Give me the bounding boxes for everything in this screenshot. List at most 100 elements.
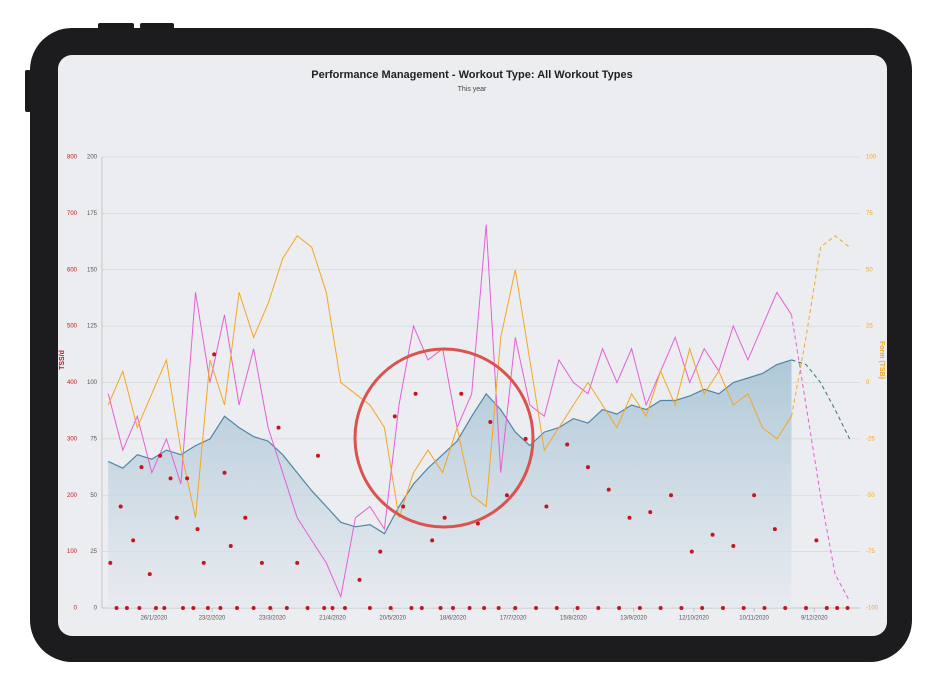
chart-title: Performance Management - Workout Type: A… [311, 69, 633, 81]
series-line [107, 235, 792, 518]
tss-dot [413, 391, 418, 396]
tss-dot [378, 549, 383, 554]
y2-tick-label: 100 [866, 155, 877, 161]
tss-dot [648, 510, 653, 515]
tss-dot [689, 549, 694, 554]
y-tick-label: 0 [94, 606, 98, 612]
tss-dot [513, 606, 518, 610]
y3-tick-label: 200 [67, 493, 78, 499]
tss-dot [534, 606, 539, 610]
y3-tick-label: 600 [67, 267, 78, 273]
tss-dot [322, 606, 327, 610]
x-tick-label: 17/7/2020 [500, 616, 527, 622]
y2-axis-title: Form (TSB) [878, 341, 885, 379]
series-line [107, 224, 792, 599]
tss-dot [658, 606, 663, 610]
tss-dot [565, 442, 570, 447]
tss-dot [814, 538, 819, 543]
tss-dot [475, 521, 480, 526]
tss-dot [162, 606, 167, 610]
tss-dot [222, 470, 227, 475]
tss-dot [388, 606, 393, 610]
tss-dot [251, 606, 256, 610]
tss-dot [523, 436, 528, 441]
y3-tick-label: 800 [67, 155, 78, 161]
y2-tick-label: -50 [866, 493, 875, 499]
tss-dot [185, 476, 190, 481]
x-tick-label: 20/5/2020 [379, 616, 406, 622]
tss-dot [845, 606, 850, 610]
x-tick-label: 18/6/2020 [440, 616, 467, 622]
x-tick-label: 23/2/2020 [199, 616, 226, 622]
tss-dot [212, 352, 217, 357]
tss-dot [124, 606, 129, 610]
tss-dot [804, 606, 809, 610]
projection-line [791, 235, 850, 417]
y-tick-label: 50 [90, 493, 97, 499]
y-tick-label: 125 [87, 324, 98, 330]
device-button [25, 70, 31, 112]
y-tick-label: 25 [90, 549, 97, 555]
projection-line [791, 314, 851, 602]
tss-dot [305, 606, 310, 610]
y2-tick-label: -100 [866, 606, 879, 612]
tss-dot [330, 606, 335, 610]
tss-dot [637, 606, 642, 610]
tss-dot [585, 465, 590, 470]
projection-line [791, 359, 851, 440]
tss-dot [295, 560, 300, 565]
tss-dot [342, 606, 347, 610]
y-tick-label: 100 [87, 380, 98, 386]
x-tick-label: 26/1/2020 [141, 616, 168, 622]
chart: Performance Management - Workout Type: A… [59, 69, 885, 622]
tss-dot [174, 515, 179, 520]
tss-dot [554, 606, 559, 610]
tss-dot [467, 606, 472, 610]
device-button [98, 23, 134, 29]
y3-axis-title: TSS/d [59, 350, 66, 370]
tss-dot [139, 465, 144, 470]
tss-dot [234, 606, 239, 610]
tss-dot [367, 606, 372, 610]
y2-tick-label: 25 [866, 324, 873, 330]
tss-dot [772, 527, 777, 532]
tss-dot [114, 606, 119, 610]
tss-dot [442, 515, 447, 520]
y-tick-label: 150 [87, 267, 98, 273]
tss-dot [218, 606, 223, 610]
tss-dot [450, 606, 455, 610]
tss-dot [401, 504, 406, 509]
tss-dot [835, 606, 840, 610]
x-tick-label: 23/3/2020 [259, 616, 286, 622]
tss-dot [158, 453, 163, 458]
tss-dot [284, 606, 289, 610]
y3-tick-label: 300 [67, 436, 78, 442]
tss-dot [504, 493, 509, 498]
tss-dot [741, 606, 746, 610]
tss-dot [438, 606, 443, 610]
tss-dot [720, 606, 725, 610]
tss-dot [147, 572, 152, 577]
y3-tick-label: 100 [67, 549, 78, 555]
tss-dot [191, 606, 196, 610]
y3-tick-label: 400 [67, 380, 78, 386]
x-tick-label: 13/9/2020 [620, 616, 647, 622]
y2-tick-label: 50 [866, 267, 873, 273]
tss-dot [357, 577, 362, 582]
tss-dot [544, 504, 549, 509]
y3-tick-label: 500 [67, 324, 78, 330]
y2-tick-label: 75 [866, 211, 873, 217]
highlight-circle [353, 347, 535, 529]
tss-dot [731, 543, 736, 548]
tss-dot [276, 425, 281, 430]
tss-dot [459, 391, 464, 396]
tss-dot [409, 606, 414, 610]
y3-tick-label: 700 [67, 211, 78, 217]
y2-tick-label: -25 [866, 436, 875, 442]
tss-dot [617, 606, 622, 610]
device-button [140, 23, 174, 29]
tss-dot [259, 560, 264, 565]
tss-dot [131, 538, 136, 543]
tss-dot [268, 606, 273, 610]
